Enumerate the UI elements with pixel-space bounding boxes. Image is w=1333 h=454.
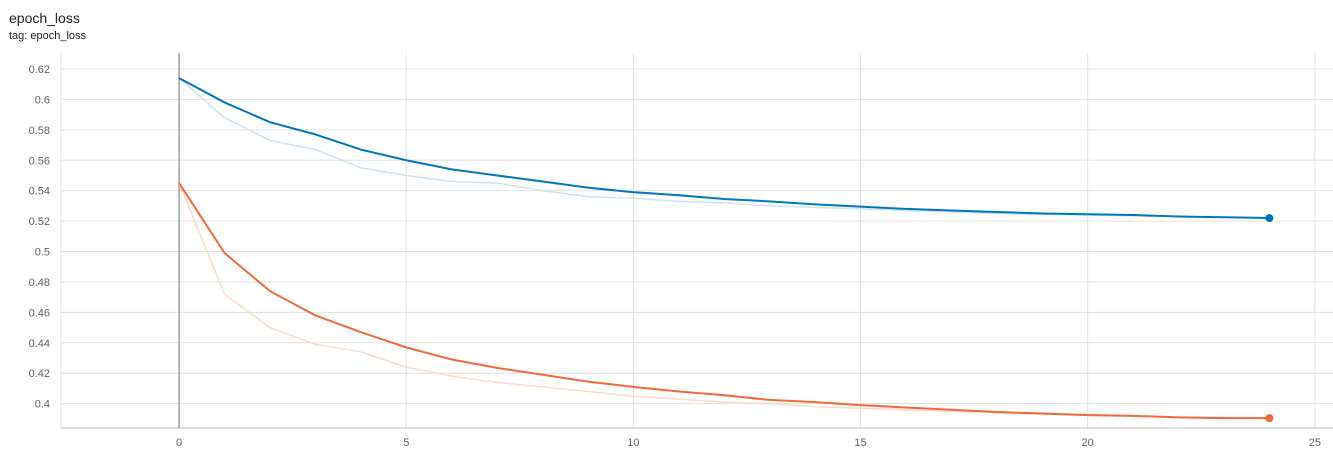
chart-title: epoch_loss <box>9 10 80 26</box>
x-tick-label: 15 <box>854 437 866 449</box>
series-orange-line[interactable] <box>178 182 1270 420</box>
y-tick-label: 0.58 <box>29 125 50 137</box>
x-tick-label: 5 <box>403 437 409 449</box>
y-tick-label: 0.5 <box>35 247 50 259</box>
x-tick-label: 25 <box>1309 437 1321 449</box>
series-blue-line[interactable] <box>178 77 1270 220</box>
y-tick-label: 0.62 <box>29 64 50 76</box>
chart-header: epoch_loss tag: epoch_loss <box>9 9 86 43</box>
y-tick-label: 0.4 <box>35 399 50 411</box>
y-tick-label: 0.46 <box>29 307 50 319</box>
series-blue-end-point[interactable] <box>1265 214 1274 223</box>
series-orange-end-point[interactable] <box>1265 414 1274 423</box>
x-tick-label: 0 <box>176 437 182 449</box>
x-tick-label: 10 <box>627 437 639 449</box>
y-tick-label: 0.6 <box>35 94 50 106</box>
y-tick-label: 0.42 <box>29 368 50 380</box>
x-tick-label: 20 <box>1082 437 1094 449</box>
y-tick-label: 0.52 <box>29 216 50 228</box>
series-orange-raw-line <box>178 182 1270 420</box>
y-tick-label: 0.54 <box>29 186 50 198</box>
y-tick-label: 0.48 <box>29 277 50 289</box>
y-tick-label: 0.56 <box>29 155 50 167</box>
chart-subtitle: tag: epoch_loss <box>9 30 87 42</box>
y-tick-label: 0.44 <box>29 338 50 350</box>
